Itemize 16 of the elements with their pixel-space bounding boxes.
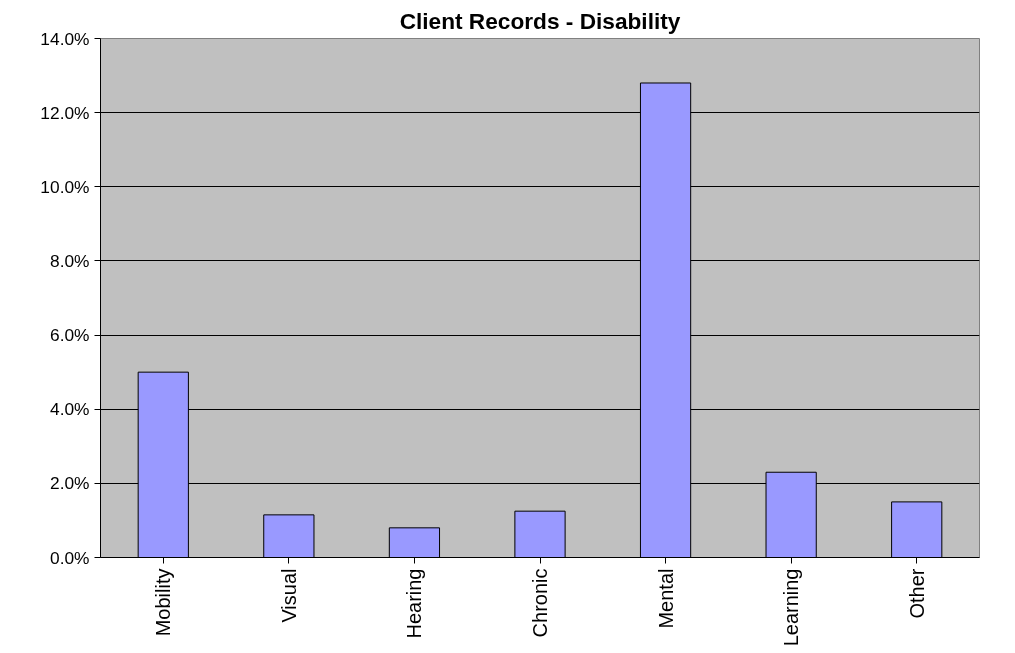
chart-title: Client Records - Disability <box>399 7 681 34</box>
y-tick-label: 0.0% <box>50 547 90 568</box>
y-tick-label: 6.0% <box>50 325 90 346</box>
x-tick-label: Other <box>905 568 928 619</box>
y-tick-label: 2.0% <box>50 473 90 494</box>
x-tick-label: Hearing <box>403 568 426 639</box>
x-tick-label: Mental <box>654 568 677 629</box>
y-tick-label: 4.0% <box>50 399 90 420</box>
y-tick-label: 8.0% <box>50 250 90 271</box>
y-tick-label: 10.0% <box>40 176 90 197</box>
x-tick-label: Visual <box>277 568 300 623</box>
y-tick-label: 14.0% <box>40 28 90 49</box>
x-tick-label: Mobility <box>152 568 175 637</box>
x-tick-label: Learning <box>780 568 803 647</box>
y-tick-label: 12.0% <box>40 102 90 123</box>
x-tick-label: Chronic <box>529 568 551 638</box>
